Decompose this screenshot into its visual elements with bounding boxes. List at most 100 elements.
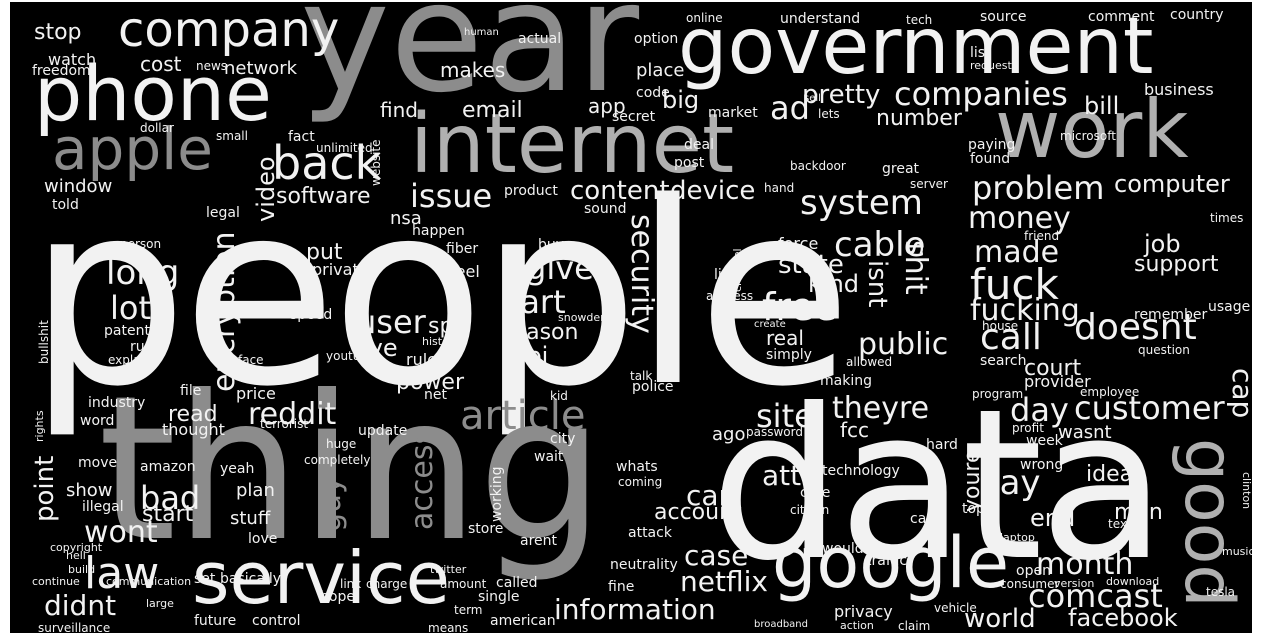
word: action [840, 619, 874, 632]
word: claim [898, 619, 931, 633]
word: youtube [326, 349, 376, 363]
word: source [980, 9, 1027, 25]
word: made [974, 235, 1060, 270]
word: privacy [834, 602, 893, 621]
word: microsoft [1060, 129, 1116, 143]
word: paying [968, 137, 1016, 153]
word: code [636, 85, 670, 101]
word: friend [1024, 229, 1060, 243]
word: house [982, 319, 1019, 333]
word: business [1144, 80, 1214, 99]
word: whats [616, 459, 658, 475]
word: watch [48, 50, 97, 69]
word: consumer [1000, 577, 1060, 591]
word: article [460, 393, 586, 439]
word: link [340, 577, 362, 591]
word: theyre [832, 391, 930, 426]
word: pay [978, 463, 1041, 503]
word: wouldnt [822, 541, 879, 557]
word: industry [88, 395, 146, 411]
word: making [820, 373, 872, 389]
word: create [754, 319, 786, 330]
word: wrong [1020, 457, 1064, 473]
word: top [962, 501, 985, 517]
word: password [746, 425, 803, 439]
word: police [632, 379, 674, 395]
word: email [462, 98, 523, 123]
word: american [490, 613, 556, 629]
word: comcast [1028, 577, 1163, 615]
word: fiber [446, 241, 479, 257]
word: rule [406, 350, 438, 369]
word: hell [66, 549, 86, 562]
word: fcc [840, 418, 870, 442]
word: copyright [50, 541, 103, 554]
word: run [130, 339, 154, 355]
word: cap [1226, 368, 1252, 419]
word: single [478, 589, 520, 605]
word: attack [628, 525, 672, 541]
word: software [276, 184, 371, 209]
word: history [422, 335, 460, 348]
word: neutrality [610, 557, 678, 573]
word: point [30, 455, 60, 522]
word: news [196, 59, 228, 73]
word: person [120, 237, 162, 251]
word: movie [240, 371, 277, 385]
word: problem [972, 169, 1105, 207]
word: day [1010, 391, 1069, 429]
word: amount [440, 577, 487, 591]
word: amazon [140, 459, 196, 475]
word: service [192, 536, 450, 620]
word: wanted [1249, 62, 1252, 107]
word: actual [518, 31, 562, 47]
word: good [1169, 438, 1248, 608]
word: happen [412, 223, 465, 239]
word: communication [106, 575, 192, 588]
word: system [800, 183, 923, 223]
word: remember [1134, 307, 1208, 323]
word: unlimited [316, 141, 373, 155]
word: control [252, 613, 301, 629]
word: makes [440, 58, 506, 82]
word: option [634, 31, 679, 47]
word: set [194, 571, 216, 587]
word: start [142, 502, 194, 527]
word: end [1030, 504, 1076, 532]
word: deal [684, 137, 714, 153]
word: access [405, 428, 440, 530]
word: apple [52, 115, 213, 183]
word: post [674, 155, 705, 171]
word: money [968, 201, 1071, 236]
word: term [454, 603, 483, 617]
word: product [504, 183, 558, 199]
word: encryption [207, 231, 242, 392]
word: thing [98, 353, 604, 586]
word: request [970, 59, 1012, 72]
word: secret [612, 109, 656, 125]
word: thought [162, 420, 225, 439]
word: buy [538, 237, 565, 253]
word: face [238, 353, 264, 367]
word: told [52, 197, 79, 213]
word: pretty [802, 80, 881, 110]
word: server [910, 177, 948, 191]
word: speed [290, 307, 333, 323]
word: arent [520, 533, 558, 549]
word: company [118, 2, 340, 58]
word: small [216, 129, 248, 143]
word: market [708, 105, 758, 121]
word: free [762, 285, 837, 329]
word: google [772, 522, 1010, 604]
word: illegal [82, 499, 124, 515]
word: traffic [866, 553, 908, 569]
word: cable [834, 225, 926, 265]
word: app [588, 94, 626, 118]
word: place [636, 60, 685, 81]
word: year [300, 2, 640, 126]
word: force [778, 234, 819, 253]
word: dollar [140, 121, 174, 135]
word: found [970, 151, 1011, 167]
word: data [710, 365, 1167, 607]
